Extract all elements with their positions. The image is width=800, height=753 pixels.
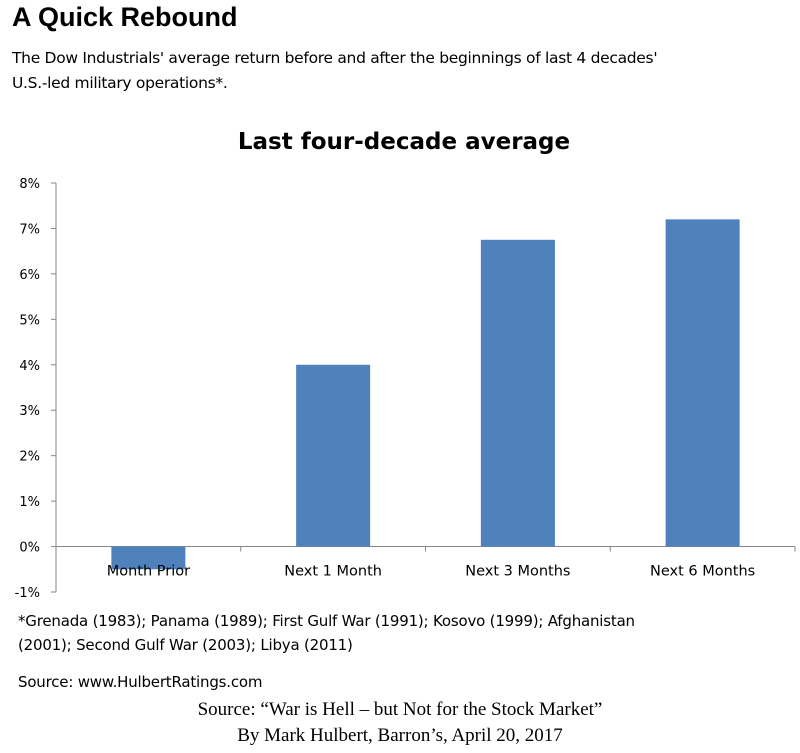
bar [296, 364, 371, 547]
y-tick-label: 8% [19, 177, 40, 192]
x-tick-label: Next 1 Month [284, 564, 382, 580]
x-tick-label: Next 3 Months [465, 564, 570, 580]
y-tick-label: 3% [19, 404, 40, 419]
x-tick-label: Next 6 Months [650, 564, 755, 580]
subtitle-line-1: The Dow Industrials' average return befo… [12, 49, 658, 67]
bar [480, 239, 555, 547]
bar-chart: Last four-decade average -1% 0% 1% 2% 3% 4% 5%… [15, 129, 796, 600]
chart-bars [111, 219, 740, 570]
footnote-line-2: (2001); Second Gulf War (2003); Libya (2… [18, 636, 353, 654]
y-tick-label: 2% [19, 450, 40, 465]
y-tick-label: 1% [19, 495, 40, 510]
x-tick-label: Month Prior [107, 564, 190, 580]
y-tick-label: -1% [15, 586, 40, 600]
article-source-line: Source: “War is Hell – but Not for the S… [197, 699, 603, 720]
page-title: A Quick Rebound [12, 2, 238, 32]
y-tick-label: 5% [19, 313, 40, 328]
y-tick-label: 4% [19, 359, 40, 374]
y-tick-label: 6% [19, 268, 40, 283]
source-website: Source: www.HulbertRatings.com [18, 673, 263, 691]
bar [665, 219, 740, 547]
article-byline: By Mark Hulbert, Barron’s, April 20, 201… [237, 725, 563, 746]
chart-title: Last four-decade average [238, 129, 570, 155]
footnote: *Grenada (1983); Panama (1989); First Gu… [18, 609, 635, 657]
bar [111, 546, 186, 570]
chart-labels: -1% 0% 1% 2% 3% 4% 5% 6% 7% 8% Month Prior Next 1 M… [15, 177, 756, 600]
y-tick-label: 7% [19, 222, 40, 237]
subtitle-line-2: U.S.-led military operations*. [12, 74, 228, 92]
footnote-line-1: *Grenada (1983); Panama (1989); First Gu… [18, 612, 635, 630]
page-subtitle: The Dow Industrials' average return befo… [12, 46, 792, 96]
y-tick-label: 0% [19, 541, 40, 556]
